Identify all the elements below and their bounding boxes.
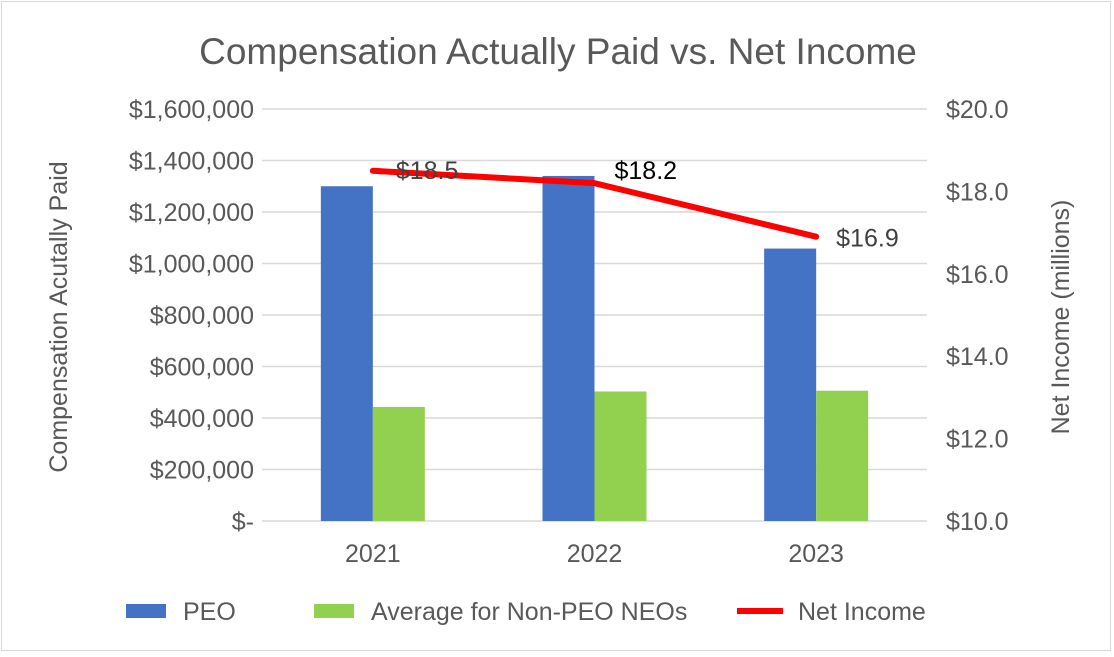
x-tick-label: 2023 — [788, 540, 844, 568]
net-income-data-label: $18.2 — [615, 157, 678, 185]
legend-swatch — [126, 604, 166, 618]
bar-non-peo-2021 — [372, 406, 425, 521]
y2-tick-label: $10.0 — [946, 508, 1009, 536]
y-tick-label: $1,400,000 — [129, 148, 254, 176]
bar-non-peo-2022 — [594, 391, 647, 521]
y-axis-label: Compensation Acutally Paid — [45, 161, 73, 472]
net-income-data-label: $18.5 — [396, 157, 459, 185]
y-tick-label: $600,000 — [150, 354, 254, 382]
y2-tick-label: $12.0 — [946, 426, 1009, 454]
net-income-data-label: $16.9 — [836, 225, 899, 253]
legend-label: PEO — [183, 598, 236, 626]
bar-non-peo-2023 — [816, 390, 869, 521]
y-tick-label: $- — [232, 508, 254, 536]
y2-tick-label: $20.0 — [946, 96, 1009, 124]
y-tick-label: $1,200,000 — [129, 199, 254, 227]
y2-tick-label: $14.0 — [946, 343, 1009, 371]
net-income-line — [369, 167, 820, 240]
y2-tick-label: $16.0 — [946, 261, 1009, 289]
y-tick-label: $1,000,000 — [129, 251, 254, 279]
y-tick-label: $800,000 — [150, 302, 254, 330]
chart-title: Compensation Actually Paid vs. Net Incom… — [199, 31, 917, 72]
bar-peo-2022 — [542, 175, 595, 521]
legend-label: Net Income — [798, 598, 926, 626]
x-tick-label: 2022 — [567, 540, 623, 568]
y-tick-label: $1,600,000 — [129, 96, 254, 124]
y2-tick-label: $18.0 — [946, 178, 1009, 206]
y-tick-label: $200,000 — [150, 457, 254, 485]
bar-peo-2023 — [764, 248, 817, 521]
legend-label: Average for Non-PEO NEOs — [371, 598, 687, 626]
y2-axis-label: Net Income (millions) — [1047, 200, 1075, 435]
x-tick-label: 2021 — [345, 540, 401, 568]
bar-peo-2021 — [320, 186, 373, 521]
legend-swatch — [314, 604, 354, 618]
y-tick-label: $400,000 — [150, 405, 254, 433]
